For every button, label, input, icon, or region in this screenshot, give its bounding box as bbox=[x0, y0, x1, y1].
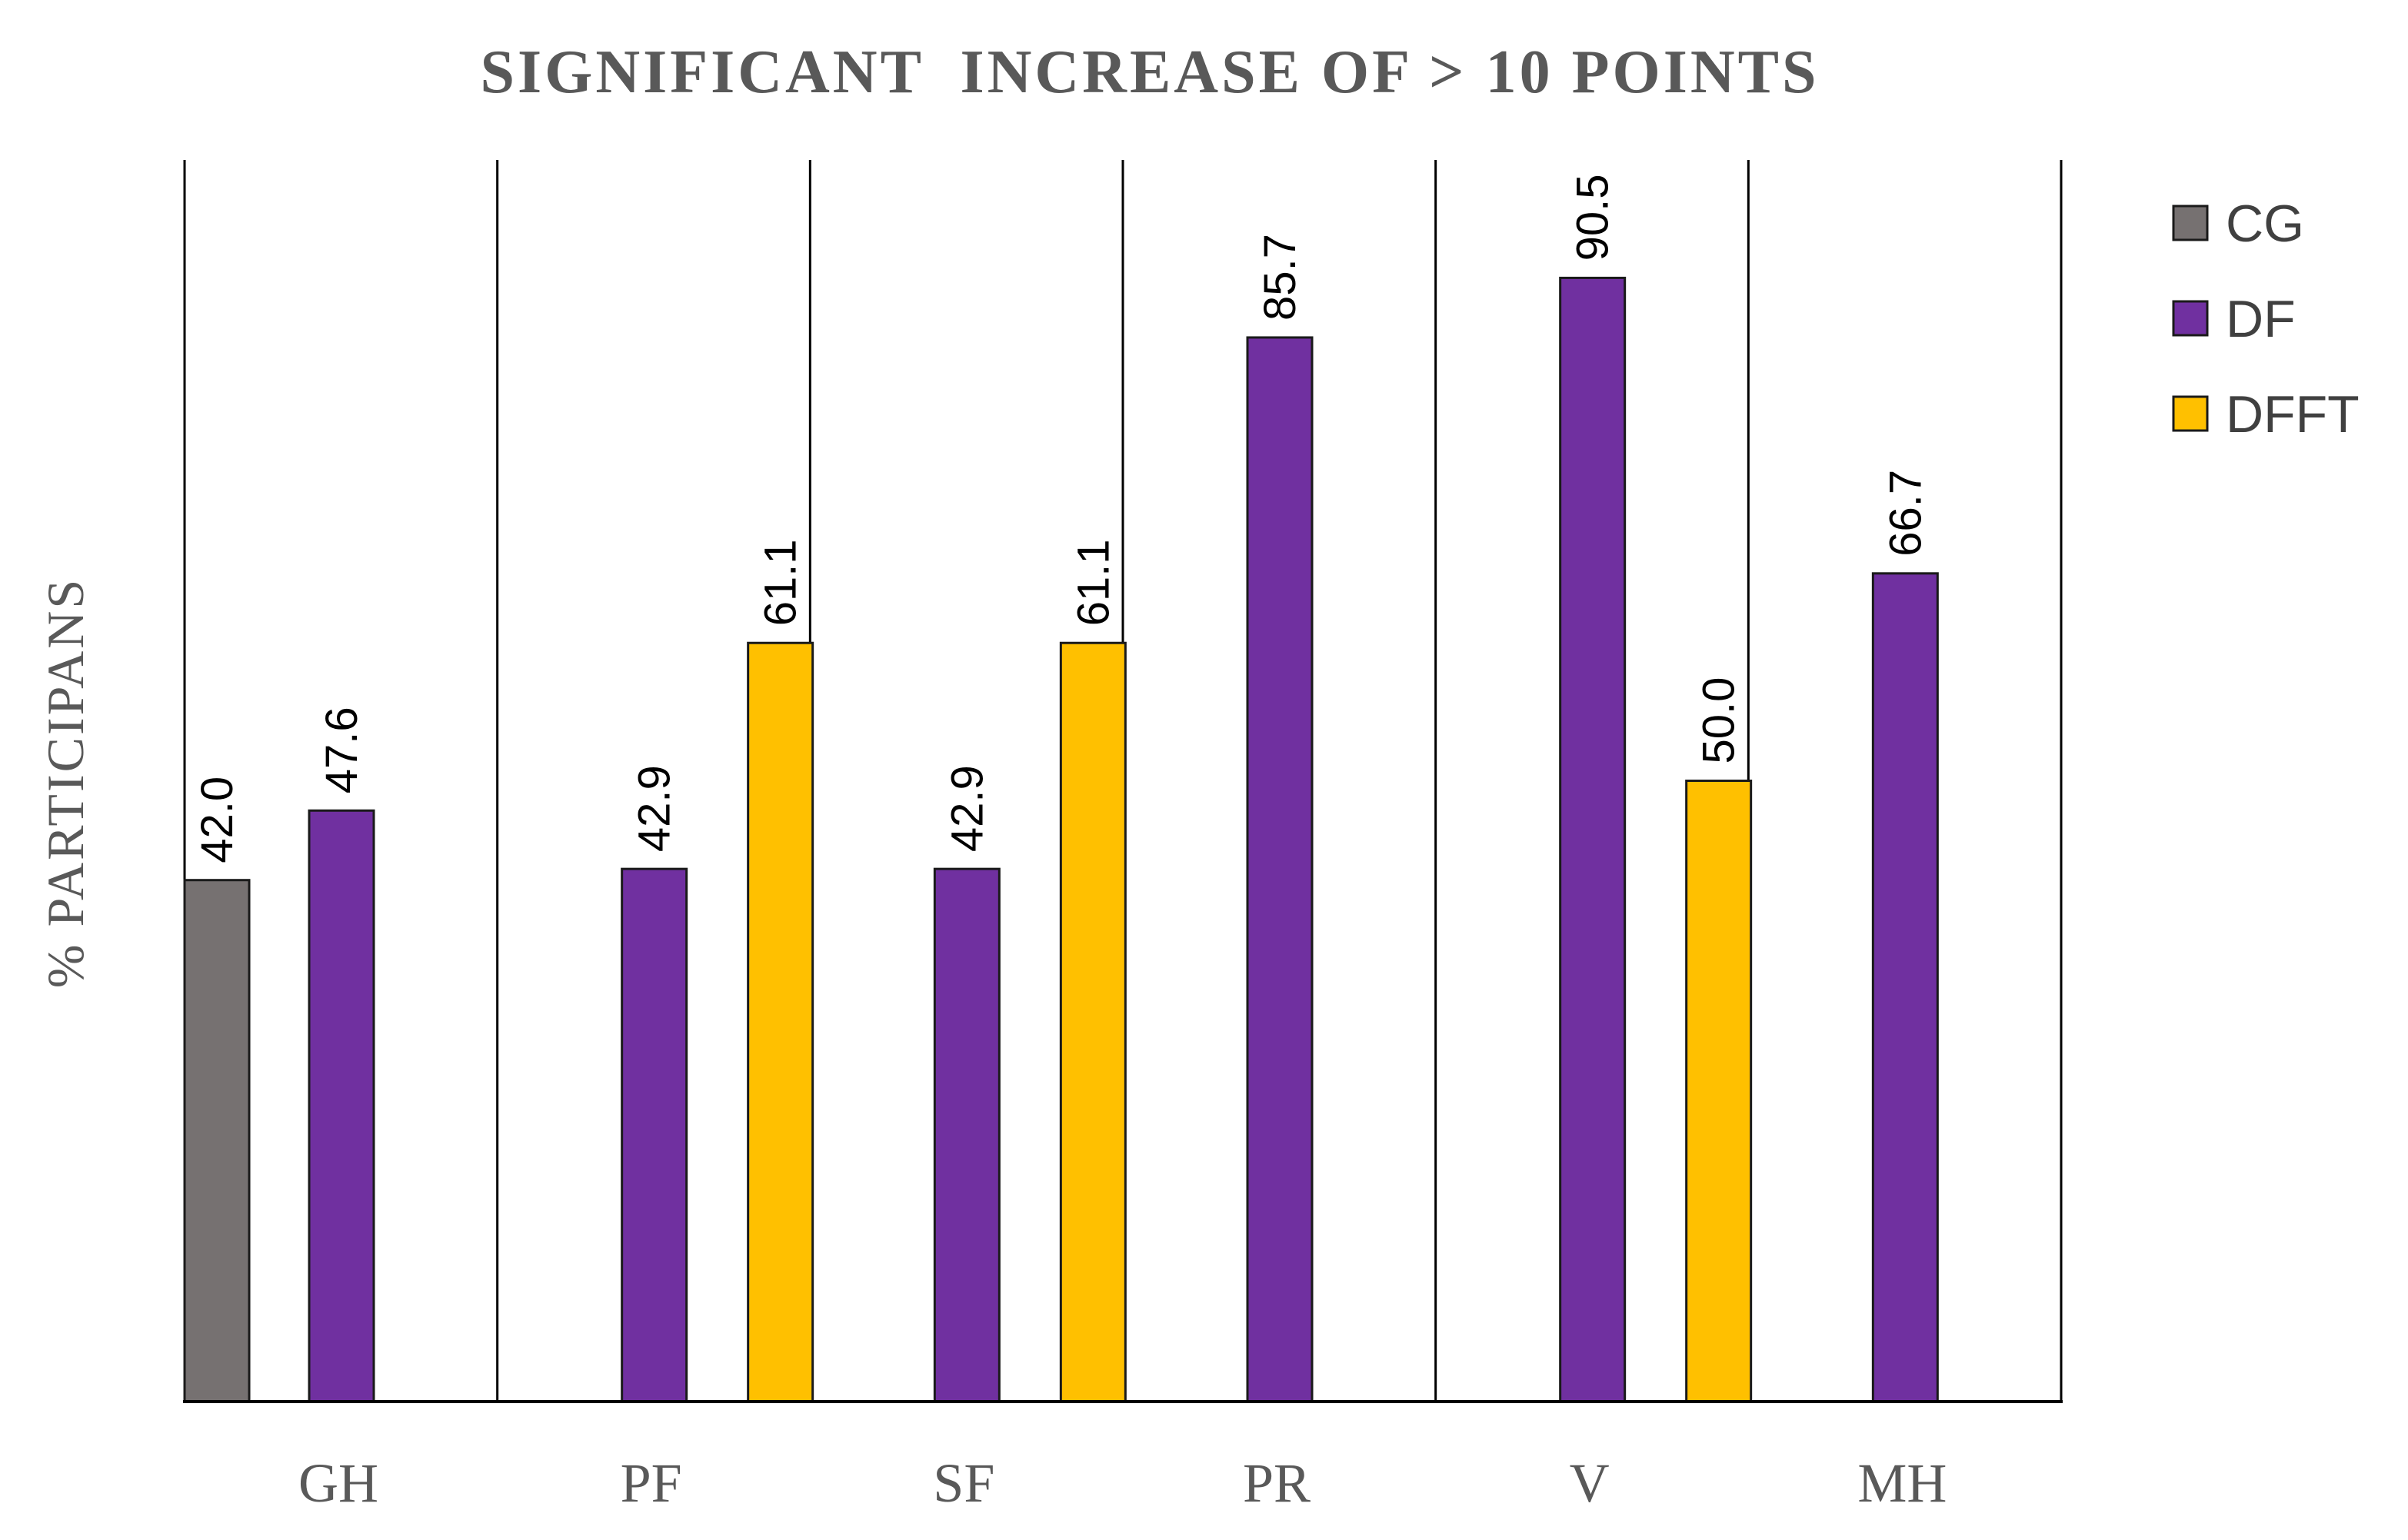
bar-dfft-v bbox=[1685, 780, 1753, 1403]
data-label: 85.7 bbox=[1255, 234, 1305, 321]
data-labels: 42.0 47.6 42.9 61.1 42.9 61.1 85.7 90.5 50.0 66.7 bbox=[192, 175, 1930, 863]
data-label: 66.7 bbox=[1880, 470, 1930, 557]
x-tick-label: V bbox=[1570, 1452, 1610, 1514]
chart-title: SIGNIFICANT INCREASE OF > 10 POINTS bbox=[481, 38, 1820, 106]
bar-df-mh bbox=[1871, 572, 1939, 1403]
legend-label-df: DF bbox=[2226, 290, 2296, 348]
bar-df-pf bbox=[621, 867, 688, 1403]
data-label: 42.0 bbox=[192, 777, 242, 863]
bar-dfft-sf bbox=[1059, 641, 1127, 1403]
bar-cg-gh bbox=[183, 879, 251, 1403]
legend-swatch-dfft bbox=[2172, 395, 2209, 432]
legend: CG DF DFFT bbox=[2172, 195, 2360, 444]
bar-dfft-pf bbox=[747, 641, 814, 1403]
legend-label-dfft: DFFT bbox=[2226, 385, 2360, 444]
x-tick-label: PF bbox=[621, 1452, 682, 1514]
x-tick-label: GH bbox=[298, 1452, 378, 1514]
data-label: 61.1 bbox=[1068, 539, 1118, 626]
x-tick-label: MH bbox=[1857, 1452, 1947, 1514]
data-label: 50.0 bbox=[1694, 677, 1744, 764]
data-label: 61.1 bbox=[756, 539, 806, 626]
legend-swatch-df bbox=[2172, 300, 2209, 337]
data-label: 90.5 bbox=[1568, 175, 1618, 261]
bar-df-v bbox=[1559, 276, 1627, 1403]
bars bbox=[183, 276, 1939, 1403]
x-axis: GH PF SF PR V MH bbox=[183, 1400, 2063, 1514]
y-axis-label: % PARTICIPANS bbox=[36, 577, 95, 988]
x-tick-label: SF bbox=[933, 1452, 994, 1514]
bar-df-sf bbox=[933, 867, 1001, 1403]
legend-swatch-cg bbox=[2172, 205, 2209, 241]
bar-df-pr bbox=[1246, 336, 1314, 1403]
data-label: 42.9 bbox=[942, 765, 992, 852]
legend-label-cg: CG bbox=[2226, 195, 2304, 253]
bar-df-gh bbox=[308, 809, 375, 1403]
data-label: 47.6 bbox=[317, 707, 367, 793]
data-label: 42.9 bbox=[630, 765, 680, 852]
x-tick-label: PR bbox=[1243, 1452, 1311, 1514]
